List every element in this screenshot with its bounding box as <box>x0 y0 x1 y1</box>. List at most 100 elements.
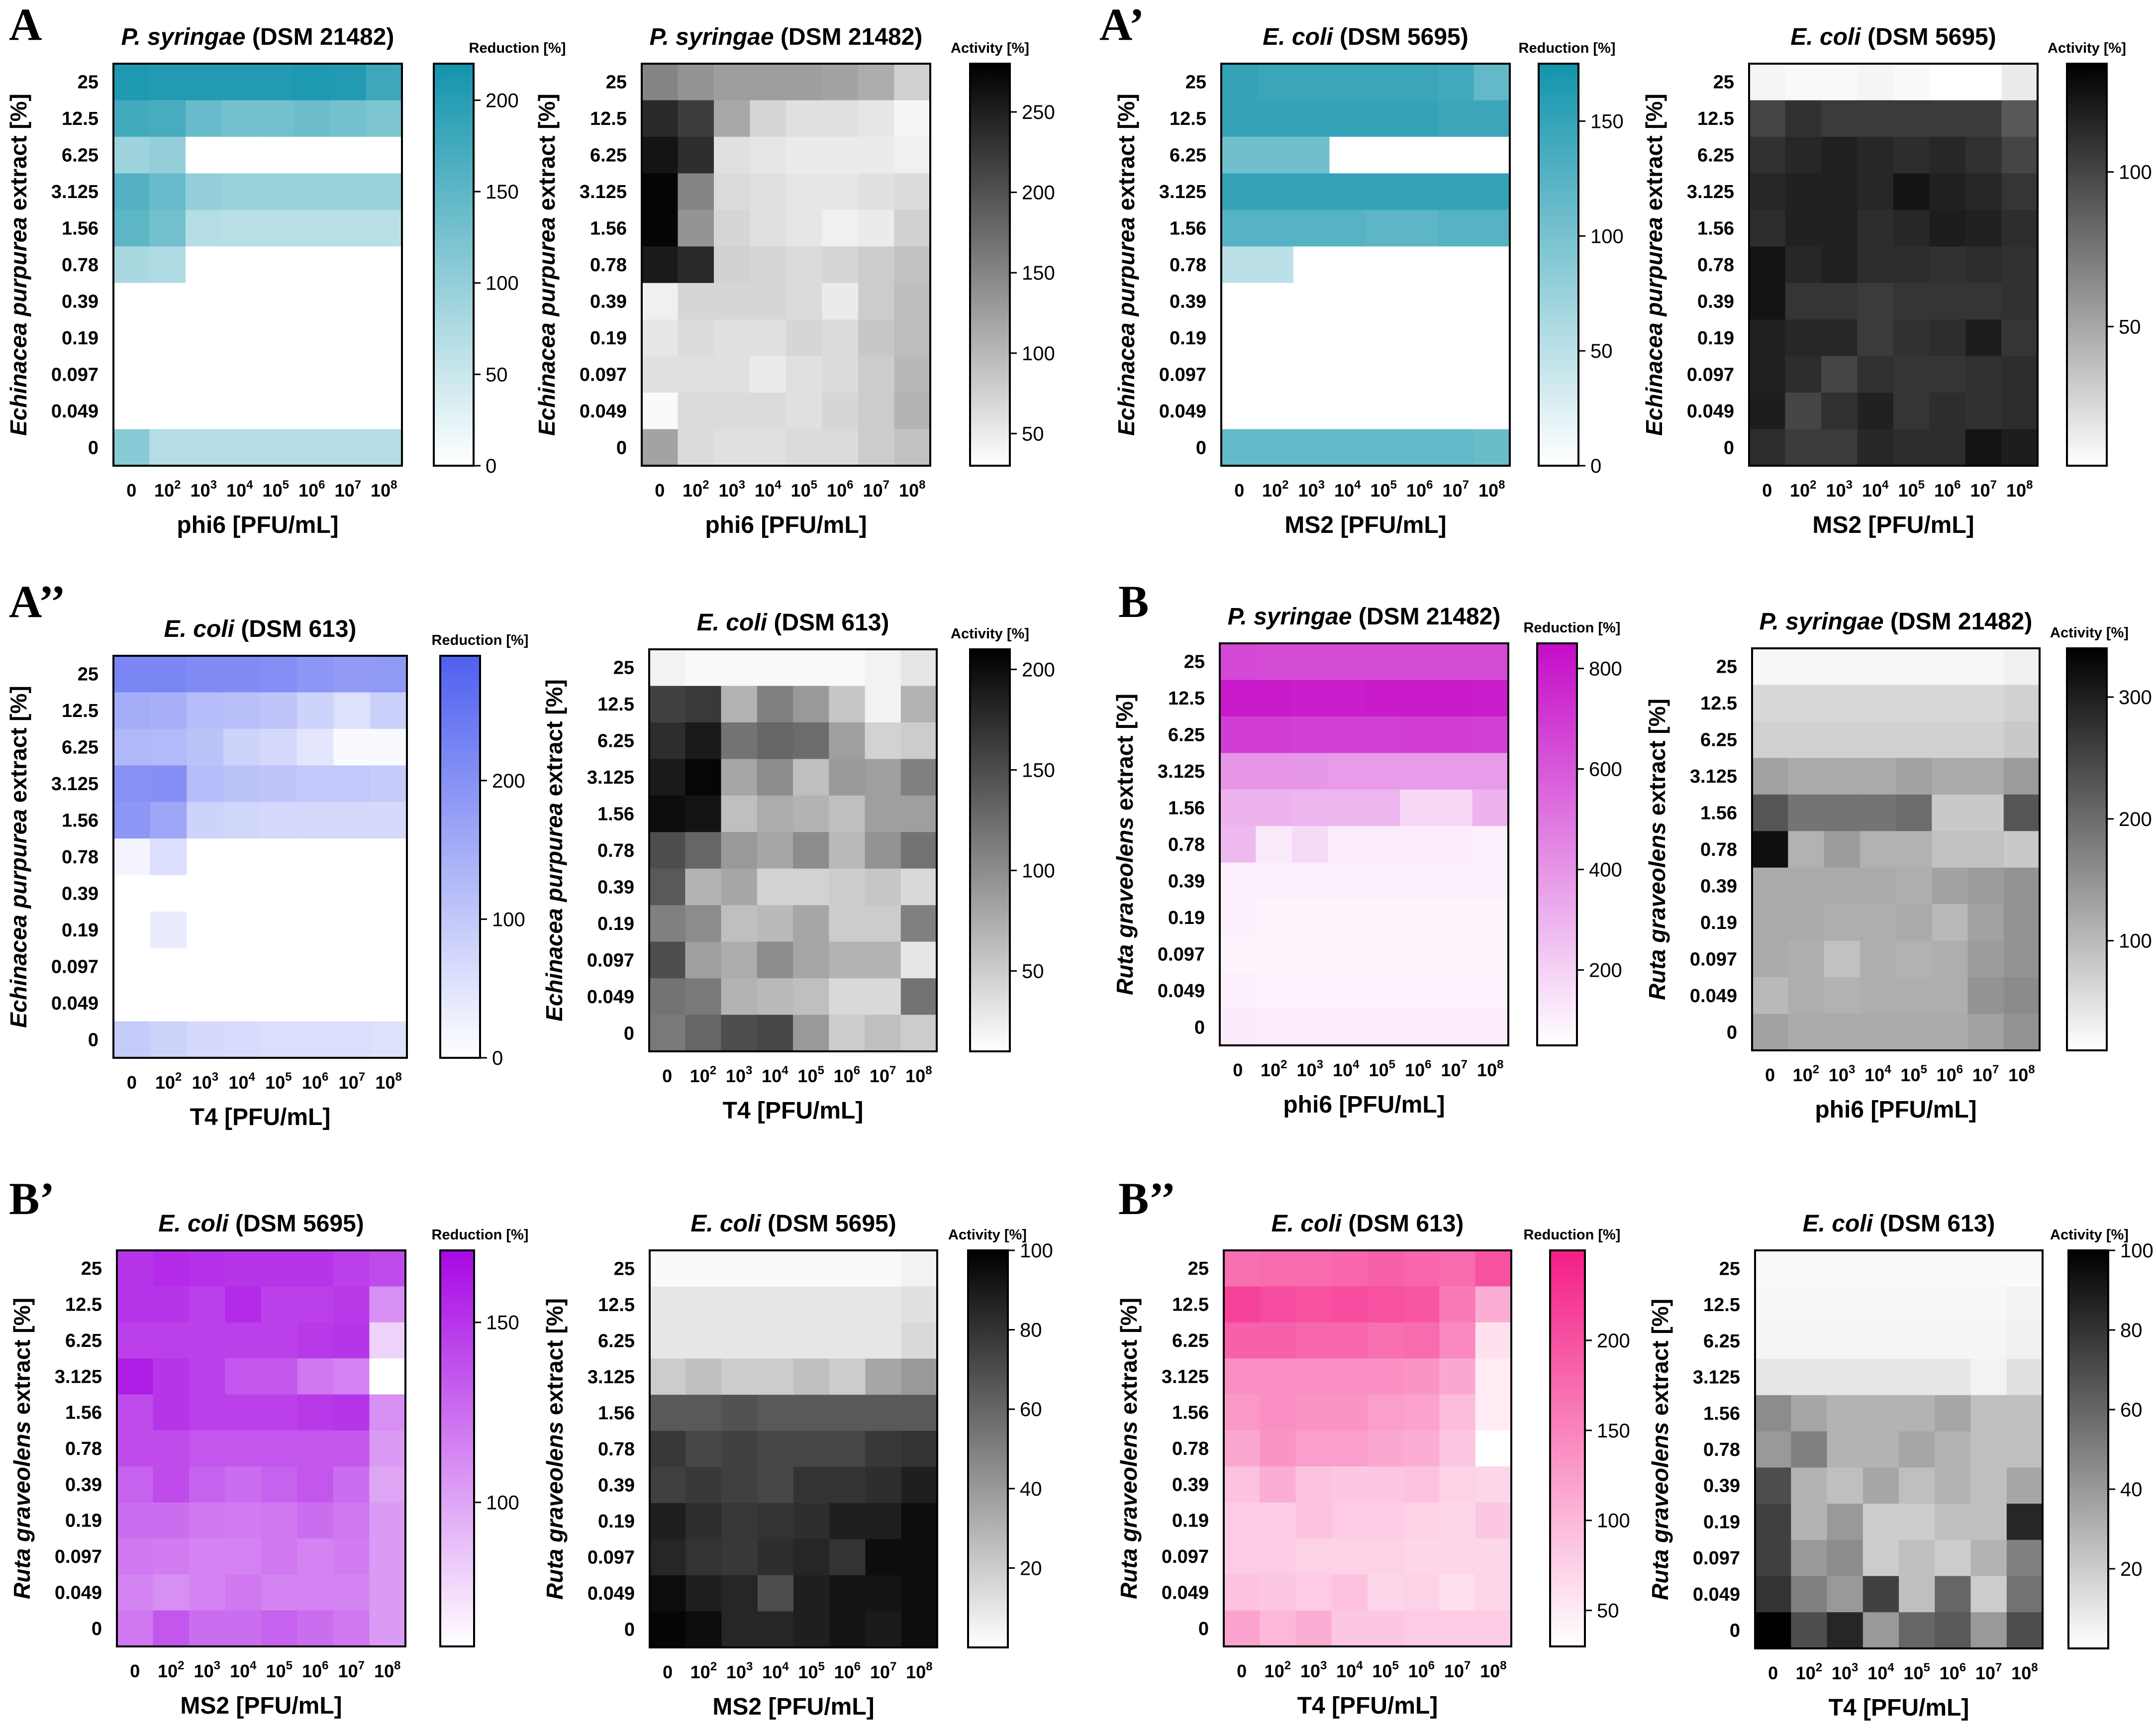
heatmap-cell <box>1475 1610 1512 1647</box>
colorbar-tick-label: 200 <box>492 770 525 792</box>
heatmap-cell <box>333 656 371 693</box>
heatmap-cell <box>1857 136 1894 174</box>
heatmap-cell <box>1929 209 1966 247</box>
heatmap-cell <box>1366 136 1402 174</box>
x-tick-base: 10 <box>192 1072 212 1093</box>
heatmap-cell <box>901 1611 938 1648</box>
heatmap-cell <box>1260 1466 1296 1503</box>
heatmap-cell <box>1400 643 1437 681</box>
x-tick-label: 105 <box>1898 478 1925 501</box>
x-tick-label: 103 <box>726 1660 753 1682</box>
colorbar-tick-label: 0 <box>486 455 496 477</box>
heatmap-cell <box>650 1323 686 1359</box>
heatmap-cell <box>685 978 722 1016</box>
x-tick-label: 104 <box>230 1659 257 1681</box>
heatmap-cell <box>1260 1502 1296 1539</box>
x-tick-exponent: 2 <box>1816 1661 1822 1674</box>
heatmap-cell <box>1821 246 1858 284</box>
y-axis-label-rest: extract [%] <box>1644 699 1670 816</box>
heatmap-cell <box>150 802 188 839</box>
x-tick-exponent: 3 <box>1849 1063 1855 1076</box>
y-tick-label: 0.049 <box>1693 1584 1740 1605</box>
heatmap-cell <box>642 209 679 247</box>
heatmap-cell <box>793 795 829 832</box>
heatmap-cell <box>1366 319 1402 357</box>
heatmap-cell <box>829 686 866 723</box>
x-tick-label: 103 <box>1829 1063 1855 1085</box>
heatmap-cell <box>1749 246 1786 284</box>
heatmap-cell <box>757 978 793 1016</box>
heatmap-cell <box>1860 648 1896 686</box>
colorbar-tick-label: 60 <box>2120 1399 2143 1421</box>
y-axis-label-space <box>1641 210 1667 217</box>
colorbar-tick-label: 40 <box>2120 1479 2143 1501</box>
heatmap-cell <box>333 802 371 839</box>
heatmap-cell <box>1220 826 1257 863</box>
heatmap-cell <box>686 1358 722 1395</box>
heatmap-cell <box>901 1467 938 1504</box>
heatmap-cell <box>225 1286 262 1323</box>
heatmap-cell <box>1473 136 1510 174</box>
heatmap-cell <box>793 1395 830 1431</box>
heatmap-cell <box>793 1430 830 1467</box>
heatmap-cell <box>221 136 258 174</box>
heatmap-cell <box>2003 794 2040 831</box>
heatmap-cell <box>1749 356 1786 393</box>
heatmap-cell <box>1824 977 1861 1015</box>
heatmap-cell <box>1967 758 2004 795</box>
heatmap-cell <box>294 173 330 210</box>
heatmap-cell <box>1256 899 1292 936</box>
y-tick-label: 12.5 <box>1170 108 1206 129</box>
x-tick-base: 10 <box>1408 1661 1428 1681</box>
heatmap-cell <box>1821 100 1858 137</box>
heatmap-cell <box>1366 356 1402 393</box>
heatmap-cell <box>1932 648 1968 686</box>
x-tick-label: 102 <box>1790 478 1816 501</box>
heatmap-cell <box>113 319 150 357</box>
heatmap-cell <box>900 649 937 687</box>
heatmap-cell <box>1366 283 1402 320</box>
heatmap-cell <box>1899 1359 1935 1396</box>
heatmap-cell <box>333 985 371 1022</box>
x-tick-base: 10 <box>870 1662 890 1682</box>
heatmap-cell <box>1791 1395 1828 1432</box>
heatmap-cell <box>1328 862 1365 900</box>
heatmap-cell <box>901 1286 938 1323</box>
heatmap-cell <box>1929 136 1966 174</box>
heatmap-cell <box>1256 826 1292 863</box>
heatmap-cell <box>189 1394 226 1431</box>
heatmap-cell <box>1400 1009 1437 1046</box>
x-tick-label: 104 <box>1864 1063 1891 1085</box>
colorbar-gradient <box>2066 647 2108 1051</box>
heatmap-panel-9: B’ E. coli (DSM 5695)2512.56.253.1251.560… <box>9 1173 528 1719</box>
x-tick-label: 106 <box>1934 478 1960 501</box>
heatmap-cell <box>1788 685 1825 722</box>
colorbar-tick-label: 100 <box>492 909 525 930</box>
heatmap-cell <box>721 1286 758 1323</box>
heatmap-cell <box>1752 904 1788 941</box>
colorbar-tick-label: 50 <box>1022 960 1044 982</box>
heatmap-cell <box>223 765 261 803</box>
heatmap-cell <box>650 1575 686 1612</box>
x-tick-exponent: 4 <box>1354 478 1361 492</box>
heatmap-cell <box>296 875 334 912</box>
y-axis-label-space <box>541 796 567 803</box>
heatmap-cell <box>1400 862 1437 900</box>
x-tick-exponent: 6 <box>1428 1659 1435 1672</box>
x-tick-exponent: 7 <box>358 1659 365 1672</box>
heatmap-cell <box>865 941 901 979</box>
heatmap-cell <box>333 912 371 949</box>
heatmap-cell <box>1749 136 1786 174</box>
heatmap-cell <box>1935 1286 1971 1323</box>
heatmap-cell <box>113 838 151 876</box>
x-tick-exponent: 8 <box>2031 1661 2038 1674</box>
heatmap-cell <box>2003 867 2040 905</box>
y-tick-label: 0.39 <box>1172 1474 1209 1495</box>
heatmap-cell <box>1932 904 1968 941</box>
y-axis-label-rest: extract [%] <box>5 94 31 210</box>
y-tick-label: 12.5 <box>1168 688 1205 709</box>
heatmap-cell <box>1824 867 1861 905</box>
y-axis-label-rest: extract [%] <box>534 94 560 210</box>
heatmap-cell <box>1475 1358 1512 1395</box>
